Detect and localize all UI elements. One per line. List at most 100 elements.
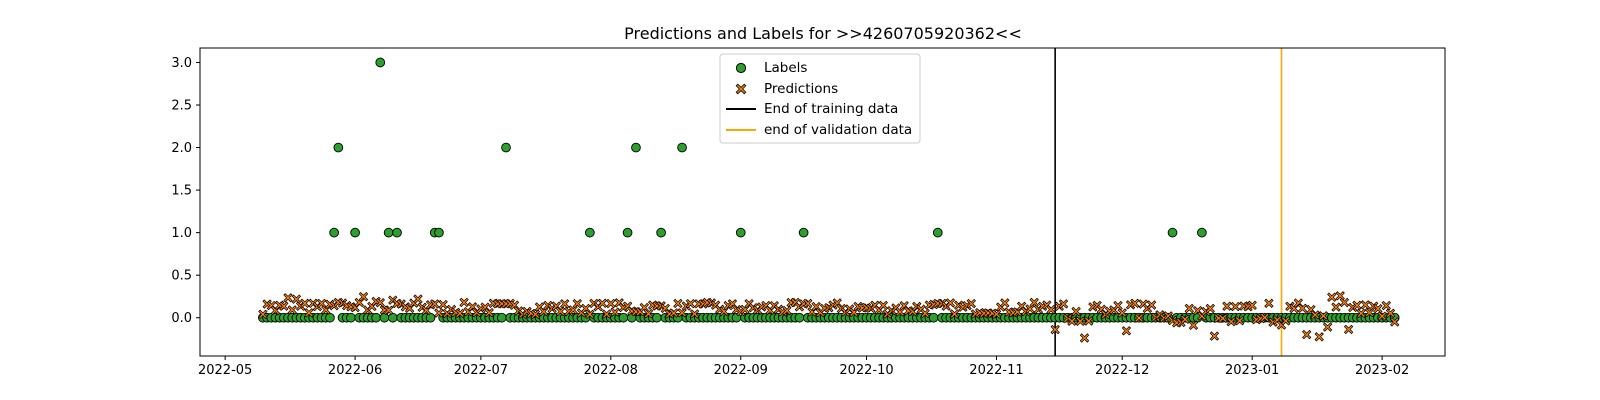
- label-point: [584, 227, 595, 238]
- prediction-point: [434, 308, 444, 318]
- prediction-point: [1360, 300, 1371, 310]
- prediction-point: [1084, 316, 1094, 326]
- prediction-point: [258, 309, 268, 319]
- prediction-point: [1385, 308, 1396, 318]
- plot-area: [258, 48, 1400, 356]
- label-point: [333, 142, 344, 153]
- prediction-point: [1331, 302, 1341, 312]
- prediction-point: [438, 299, 448, 310]
- label-point: [656, 227, 666, 238]
- y-tick-label: 1.5: [171, 184, 192, 199]
- prediction-point: [1390, 317, 1400, 327]
- prediction-point: [383, 305, 394, 315]
- x-tick-label: 2022-09: [714, 363, 768, 378]
- y-tick-label: 3.0: [171, 56, 192, 71]
- prediction-point: [803, 298, 813, 309]
- label-point: [392, 227, 402, 238]
- label-point: [496, 312, 507, 323]
- label-point: [932, 227, 943, 238]
- prediction-point: [455, 308, 465, 319]
- prediction-point: [1352, 300, 1362, 310]
- prediction-point: [1264, 298, 1274, 308]
- prediction-point: [1046, 304, 1056, 315]
- prediction-point: [287, 305, 297, 315]
- prediction-point: [1356, 308, 1366, 319]
- prediction-point: [484, 308, 494, 318]
- prediction-point: [1075, 316, 1085, 326]
- prediction-point: [283, 293, 293, 303]
- prediction-point: [920, 308, 930, 319]
- label-point: [794, 312, 805, 323]
- prediction-point: [643, 309, 654, 319]
- prediction-point: [1130, 298, 1140, 308]
- label-point: [677, 142, 687, 153]
- label-point: [375, 57, 386, 68]
- prediction-point: [279, 301, 289, 311]
- prediction-point: [1302, 329, 1312, 340]
- x-tick-label: 2022-06: [328, 363, 382, 378]
- prediction-point: [782, 305, 792, 316]
- prediction-point: [1205, 303, 1215, 314]
- label-point: [798, 227, 809, 238]
- prediction-point: [316, 298, 327, 309]
- prediction-point: [358, 292, 369, 302]
- y-tick-label: 0.5: [171, 269, 192, 284]
- prediction-point: [601, 309, 612, 319]
- prediction-point: [1373, 304, 1383, 314]
- prediction-point: [1218, 313, 1228, 323]
- x-tick-label: 2022-10: [839, 363, 893, 378]
- prediction-point: [1117, 308, 1127, 318]
- prediction-point: [1079, 333, 1090, 343]
- prediction-point: [945, 298, 956, 308]
- prediction-point: [300, 298, 310, 308]
- legend-predictions-marker: [735, 83, 747, 95]
- label-point: [928, 312, 939, 323]
- label-point: [371, 312, 381, 323]
- legend-validation-label: end of validation data: [764, 122, 912, 138]
- legend-labels-marker: [735, 62, 747, 74]
- x-tick-label: 2022-12: [1095, 363, 1149, 378]
- prediction-point: [1335, 291, 1345, 301]
- label-point: [735, 227, 746, 238]
- prediction-point: [430, 299, 440, 309]
- legend-training-label: End of training data: [764, 101, 898, 117]
- x-tick-label: 2023-01: [1225, 363, 1279, 378]
- y-tick-label: 2.0: [171, 141, 192, 156]
- legend-labels-label: Labels: [764, 60, 807, 76]
- label-point: [618, 312, 629, 323]
- label-point: [434, 227, 444, 238]
- prediction-point: [949, 309, 960, 319]
- y-tick-label: 0.0: [171, 311, 192, 326]
- prediction-point: [1000, 298, 1010, 308]
- prediction-point: [1381, 300, 1391, 311]
- label-point: [622, 227, 633, 238]
- prediction-point: [1226, 317, 1236, 327]
- prediction-point: [413, 294, 423, 304]
- prediction-point: [597, 298, 608, 308]
- prediction-point: [669, 308, 679, 318]
- prediction-point: [459, 297, 469, 308]
- prediction-point: [1234, 316, 1245, 326]
- chart-title: Predictions and Labels for >>42607059203…: [624, 24, 1022, 43]
- label-point: [1167, 227, 1178, 238]
- prediction-point: [1067, 316, 1077, 326]
- predictions-series: [258, 291, 1400, 343]
- x-tick-label: 2023-02: [1355, 363, 1409, 378]
- prediction-point: [1318, 311, 1329, 321]
- prediction-point: [1297, 303, 1308, 313]
- prediction-point: [1310, 310, 1320, 320]
- label-point: [501, 142, 511, 153]
- prediction-point: [585, 309, 595, 319]
- prediction-point: [304, 308, 314, 318]
- prediction-point: [1071, 306, 1081, 317]
- prediction-point: [1029, 297, 1039, 308]
- prediction-point: [1121, 326, 1132, 336]
- prediction-point: [291, 294, 302, 304]
- x-tick-label: 2022-07: [454, 363, 508, 378]
- x-tick-label: 2022-08: [584, 363, 638, 378]
- prediction-point: [1188, 320, 1199, 330]
- prediction-point: [1322, 322, 1333, 332]
- prediction-point: [1343, 324, 1354, 335]
- prediction-point: [878, 300, 888, 311]
